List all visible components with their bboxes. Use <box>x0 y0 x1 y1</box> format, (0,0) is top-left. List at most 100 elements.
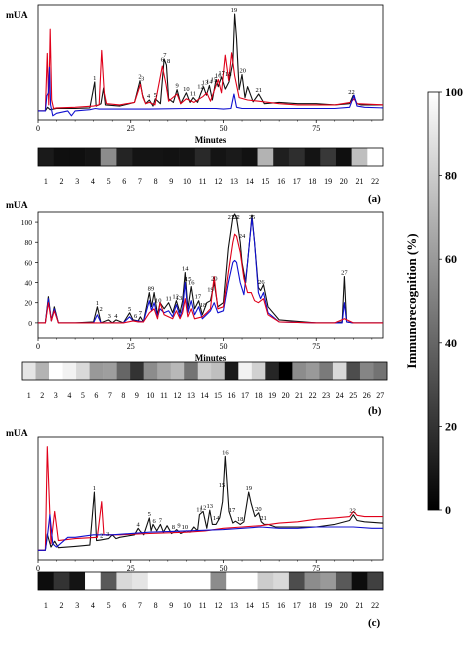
strip-cell <box>130 362 144 380</box>
strip-cell <box>100 572 117 590</box>
peak-label: 20 <box>211 276 218 283</box>
y-tick-label: 40 <box>25 279 33 288</box>
y-tick-label: 80 <box>25 238 33 247</box>
peak-label: 8 <box>148 286 151 293</box>
strip-label: 10 <box>146 391 154 400</box>
x-tick-label: 0 <box>36 124 40 133</box>
peak-label: 18 <box>200 302 207 309</box>
strip-label: 9 <box>169 601 173 610</box>
strip-cell <box>346 362 361 380</box>
panel-label: (a) <box>368 193 381 205</box>
strip-label: 25 <box>349 391 357 400</box>
strip-cell <box>305 362 320 380</box>
strip-label: 21 <box>295 391 303 400</box>
strip-cell <box>184 362 199 380</box>
strip-label: 6 <box>94 391 98 400</box>
strip-label: 18 <box>308 177 316 186</box>
x-tick-label: 75 <box>312 564 320 573</box>
strip-label: 20 <box>340 601 348 610</box>
strip-label: 22 <box>309 391 317 400</box>
strip-label: 22 <box>371 601 379 610</box>
peak-label: 8 <box>167 58 170 65</box>
strip-label: 11 <box>199 601 207 610</box>
strip-cell <box>53 572 70 590</box>
peak-label: 19 <box>207 286 214 293</box>
strip-label: 5 <box>107 601 111 610</box>
peak-label: 14 <box>206 79 213 86</box>
peak-label: 7 <box>163 52 167 59</box>
strip-cell <box>69 148 86 166</box>
strip-label: 18 <box>255 391 263 400</box>
peak-label: 5 <box>128 306 131 313</box>
peak-label: 1 <box>96 300 99 307</box>
strip-cell <box>116 148 133 166</box>
strip-label: 12 <box>173 391 181 400</box>
strip-label: 15 <box>261 177 269 186</box>
chromatogram-trace <box>38 28 384 112</box>
strip-label: 7 <box>138 177 142 186</box>
peak-label: 16 <box>222 449 229 456</box>
peak-label: 10 <box>155 297 162 304</box>
strip-label: 13 <box>187 391 195 400</box>
strip-cell <box>179 572 196 590</box>
strip-label: 1 <box>44 601 48 610</box>
y-axis-label: mUA <box>6 201 28 211</box>
strip-cell <box>335 572 352 590</box>
strip-cell <box>62 362 77 380</box>
peak-label: 3 <box>108 313 111 320</box>
colorbar-tick-label: 100 <box>445 85 463 99</box>
strip-cell <box>367 148 384 166</box>
strip-label: 19 <box>324 601 332 610</box>
strip-label: 20 <box>340 177 348 186</box>
strip-cell <box>257 572 274 590</box>
strip-cell <box>292 362 307 380</box>
strip-cell <box>132 572 149 590</box>
strip-label: 11 <box>199 177 207 186</box>
strip-label: 8 <box>154 601 158 610</box>
strip-label: 14 <box>246 177 254 186</box>
strip-cell <box>116 572 133 590</box>
x-tick-label: 75 <box>312 124 320 133</box>
x-tick-label: 0 <box>36 564 40 573</box>
strip-cell <box>49 362 63 380</box>
strip-cell <box>351 572 368 590</box>
peak-label: 20 <box>240 68 247 75</box>
peak-label: 9 <box>175 83 178 90</box>
strip-label: 4 <box>91 601 95 610</box>
peak-label: 19 <box>231 7 238 14</box>
strip-label: 6 <box>122 601 126 610</box>
peak-label: 4 <box>114 313 118 320</box>
peak-label: 3 <box>106 531 109 538</box>
peak-label: 13 <box>207 503 214 510</box>
chromatogram-trace <box>38 446 383 551</box>
y-tick-label: 100 <box>21 218 33 227</box>
chromatogram-trace <box>38 66 384 117</box>
strip-cell <box>22 362 36 380</box>
strip-label: 16 <box>277 177 285 186</box>
strip-cell <box>265 362 280 380</box>
peak-label: 16 <box>188 280 195 287</box>
peak-label: 5 <box>154 92 157 99</box>
peak-label: 2 <box>138 74 141 81</box>
strip-label: 14 <box>201 391 209 400</box>
peak-label: 23 <box>231 214 238 221</box>
y-tick-label: 0 <box>28 319 32 328</box>
strip-cell <box>211 362 226 380</box>
x-tick-label: 50 <box>219 564 227 573</box>
strip-cell <box>251 362 266 380</box>
y-tick-label: 20 <box>25 299 33 308</box>
peak-label: 10 <box>182 524 189 531</box>
strip-cell <box>179 148 196 166</box>
peak-label: 25 <box>249 214 256 221</box>
strip-label: 11 <box>160 391 168 400</box>
peak-label: 15 <box>219 482 226 489</box>
strip-label: 3 <box>75 177 79 186</box>
peak-label: 5 <box>148 511 151 518</box>
peak-label: 15 <box>211 77 218 84</box>
strip-cell <box>332 362 347 380</box>
strip-label: 21 <box>355 601 363 610</box>
strip-cell <box>194 148 211 166</box>
strip-label: 2 <box>60 601 64 610</box>
peak-label: 26 <box>258 279 265 286</box>
peak-label: 10 <box>183 86 190 93</box>
